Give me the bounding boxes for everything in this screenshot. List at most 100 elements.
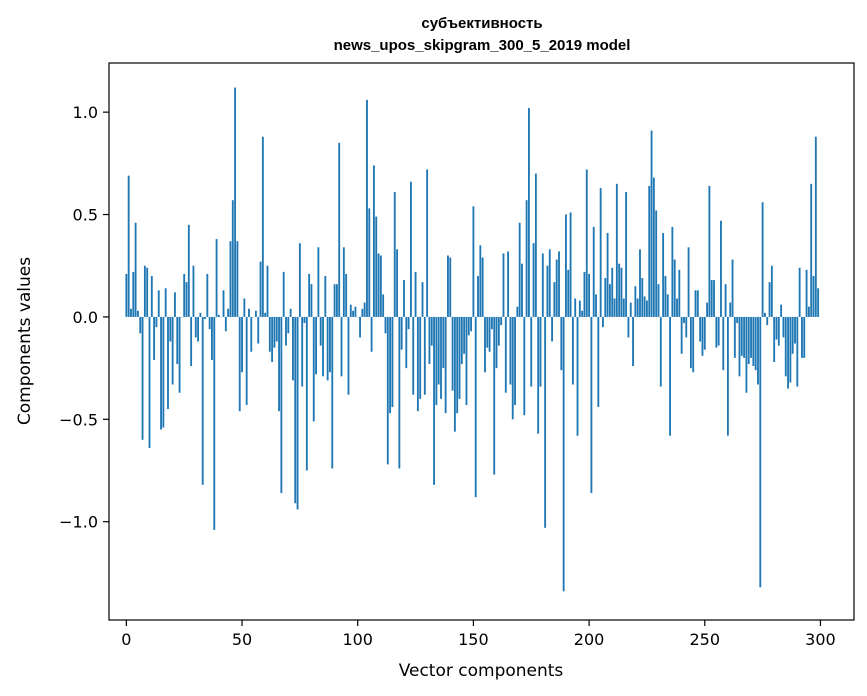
bar-119 [400, 316, 403, 350]
bar-104 [366, 99, 368, 317]
bar-50 [241, 316, 243, 373]
bar-271 [752, 316, 755, 367]
bar-21 [174, 292, 176, 317]
bar-101 [359, 316, 361, 338]
bar-298 [814, 136, 817, 317]
bar-125 [414, 271, 417, 317]
bar-84 [319, 316, 322, 346]
bar-268 [745, 316, 748, 393]
bar-147 [465, 316, 468, 405]
bar-169 [516, 306, 519, 317]
bar-158 [490, 316, 493, 330]
bar-165 [507, 251, 510, 317]
bar-22 [176, 316, 179, 365]
bar-36 [208, 316, 211, 330]
bar-202 [592, 226, 595, 317]
bar-87 [326, 316, 329, 381]
bar-16 [162, 316, 165, 428]
bar-76 [301, 316, 304, 387]
bar-226 [648, 185, 651, 317]
bar-0 [125, 273, 128, 317]
bar-122 [407, 316, 410, 330]
bar-260 [726, 316, 729, 436]
bar-6 [139, 316, 142, 334]
bar-96 [347, 316, 350, 395]
bar-39 [215, 239, 218, 317]
bar-82 [315, 316, 317, 375]
bar-46 [231, 200, 234, 317]
bar-62 [268, 316, 271, 352]
bar-235 [669, 316, 671, 436]
x-axis-ticks: 0 50 100 150 200 250 300 [121, 620, 836, 649]
bar-297 [812, 275, 815, 317]
bar-115 [391, 316, 394, 408]
bar-83 [317, 247, 320, 317]
bar-3 [132, 271, 135, 317]
bar-9 [146, 267, 149, 317]
bar-53 [248, 308, 250, 317]
bar-13 [155, 316, 158, 328]
bar-230 [657, 284, 660, 317]
bar-68 [282, 271, 285, 317]
bar-299 [817, 288, 820, 317]
bar-250 [703, 316, 706, 350]
bar-138 [444, 316, 447, 414]
bar-63 [271, 316, 274, 362]
bar-132 [430, 316, 433, 346]
bar-34 [204, 316, 206, 319]
bar-153 [479, 245, 482, 317]
bar-290 [796, 316, 799, 387]
bar-85 [322, 316, 324, 377]
y-tick-label-3: 0.5 [73, 206, 98, 225]
bar-273 [757, 316, 759, 385]
bar-216 [625, 192, 628, 317]
bar-148 [467, 316, 470, 336]
bar-247 [696, 290, 699, 317]
bar-282 [777, 316, 780, 346]
bar-256 [717, 316, 720, 346]
x-tick-label-250: 250 [689, 630, 720, 649]
bar-49 [238, 316, 241, 412]
bar-15 [160, 316, 162, 430]
bar-116 [393, 192, 396, 317]
bar-140 [449, 257, 452, 317]
bar-246 [694, 290, 697, 317]
bar-17 [164, 288, 167, 317]
bar-59 [261, 136, 264, 317]
x-tick-label-0: 0 [121, 630, 131, 649]
bar-2 [130, 308, 132, 317]
bar-112 [384, 316, 387, 334]
bar-44 [227, 308, 230, 317]
bar-60 [264, 312, 267, 317]
bar-121 [405, 316, 408, 369]
bar-255 [715, 316, 718, 348]
bar-136 [440, 316, 442, 399]
bar-279 [770, 265, 773, 317]
y-axis-ticks: −1.0 −0.5 0.0 0.5 1.0 [59, 103, 109, 532]
bar-12 [153, 316, 156, 360]
bar-241 [683, 316, 685, 324]
bar-109 [377, 253, 380, 317]
bar-210 [611, 267, 614, 317]
bar-203 [595, 294, 597, 317]
bar-212 [615, 183, 618, 317]
bar-51 [243, 298, 246, 317]
bar-73 [294, 316, 297, 504]
bar-38 [213, 316, 216, 530]
bar-135 [437, 316, 440, 385]
x-tick-label-200: 200 [574, 630, 605, 649]
bar-118 [398, 316, 401, 469]
bar-98 [352, 310, 355, 317]
bar-99 [354, 306, 357, 317]
bar-191 [567, 269, 570, 317]
chart-subtitle: news_upos_skipgram_300_5_2019 model [334, 37, 631, 54]
bar-8 [143, 265, 146, 317]
bar-249 [701, 316, 704, 356]
bar-117 [396, 249, 398, 317]
bar-37 [211, 316, 213, 360]
bar-156 [486, 316, 489, 348]
bar-197 [581, 310, 584, 317]
bar-30 [194, 316, 197, 338]
bar-189 [562, 316, 565, 592]
